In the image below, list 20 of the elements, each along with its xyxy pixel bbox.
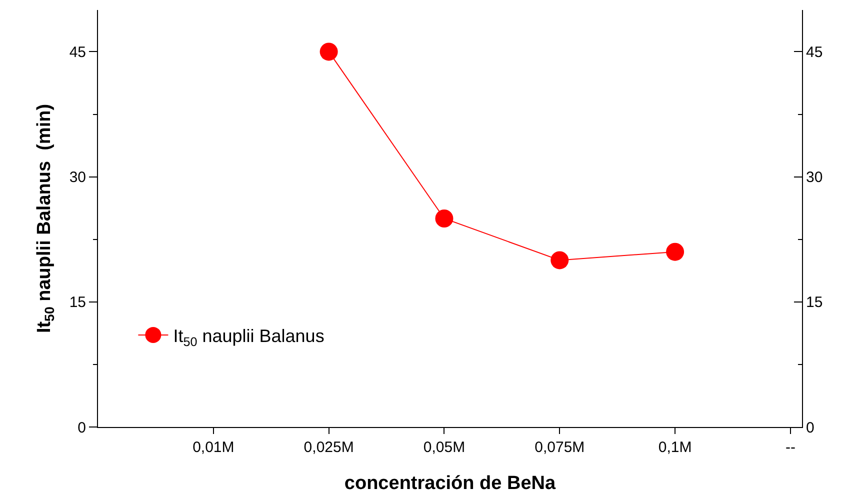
x-tick-label: 0,075M <box>534 439 585 456</box>
y-tick-label: 0 <box>78 419 86 436</box>
x-tick-label: -- <box>785 439 796 456</box>
y-tick-label: 15 <box>69 294 86 312</box>
y2-tick-label: 45 <box>806 44 823 61</box>
x-tick-label: 0,1M <box>658 439 692 456</box>
y2-tick-label: 30 <box>806 169 823 186</box>
point <box>550 251 569 270</box>
y-tick-label: 30 <box>69 169 86 186</box>
x-axis-title: concentración de BeNa <box>344 472 556 494</box>
y-tick-label: 45 <box>69 44 86 61</box>
x-tick-label: 0,05M <box>423 439 466 456</box>
x-tick-label: 0,01M <box>192 439 234 456</box>
point <box>435 210 454 228</box>
x-tick-label: 0,025M <box>304 439 354 456</box>
point <box>666 242 684 261</box>
point <box>320 42 338 61</box>
legend-label: It$_{50}$ nauplii Balanus <box>173 326 324 349</box>
y2-tick-label: 0 <box>806 419 814 436</box>
y2-tick-label: 15 <box>806 294 823 312</box>
